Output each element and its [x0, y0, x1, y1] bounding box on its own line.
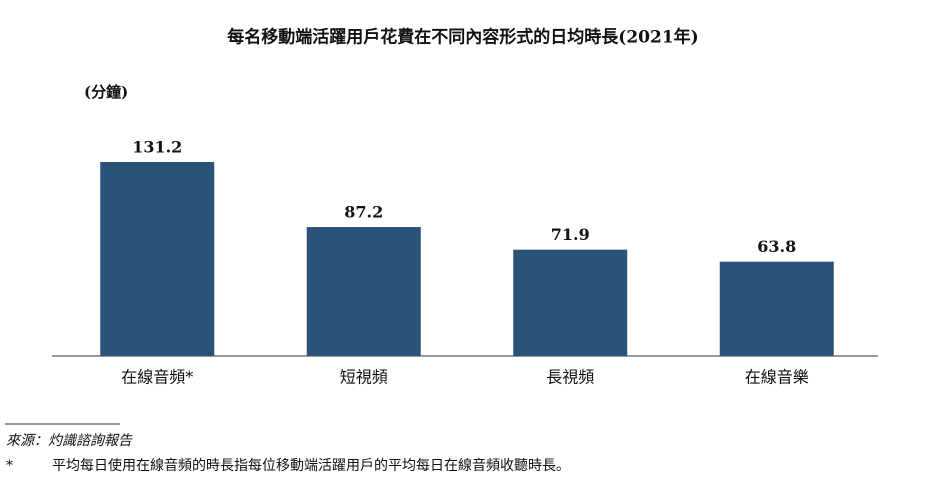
x-tick-label: 在線音樂 [745, 368, 809, 387]
footnote-text: 平均每日使用在線音頻的時長指每位移動端活躍用戶的平均每日在線音頻收聽時長。 [52, 457, 570, 474]
value-label: 131.2 [132, 138, 182, 157]
value-label: 87.2 [344, 203, 383, 222]
x-tick-label: 長視頻 [546, 368, 594, 387]
x-tick-label: 短視頻 [340, 368, 388, 387]
footnote-marker: * [6, 458, 13, 474]
unit-label: (分鐘) [84, 83, 128, 101]
chart-title: 每名移動端活躍用戶花費在不同內容形式的日均時長(2021年) [227, 27, 698, 48]
bar [513, 249, 628, 356]
value-label: 71.9 [551, 225, 590, 244]
value-label: 63.8 [757, 237, 796, 256]
source: 來源：灼識諮詢報告 [6, 433, 133, 449]
bar [100, 162, 215, 356]
bar [306, 227, 421, 356]
bar [719, 261, 834, 356]
x-tick-label: 在線音頻* [121, 368, 193, 387]
